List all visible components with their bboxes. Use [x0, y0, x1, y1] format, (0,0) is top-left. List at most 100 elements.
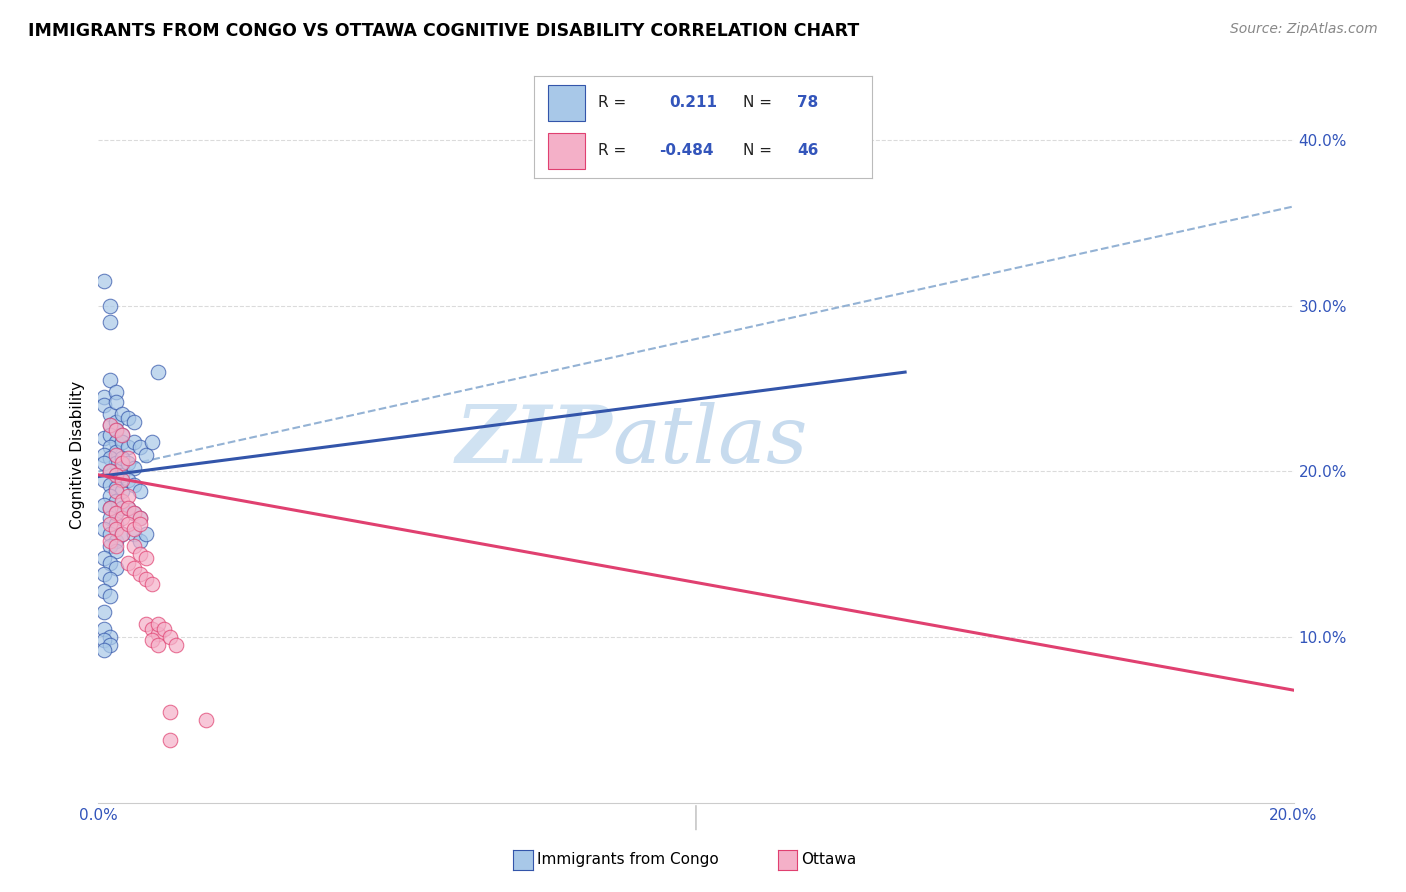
Point	[93, 567, 115, 582]
Point	[93, 390, 115, 404]
Point	[111, 434, 134, 449]
Point	[100, 418, 122, 433]
Point	[105, 506, 128, 520]
Point	[141, 633, 163, 648]
Point	[117, 451, 139, 466]
Point	[100, 500, 122, 515]
Point	[105, 456, 128, 470]
Text: R =: R =	[599, 95, 627, 110]
Point	[124, 477, 146, 491]
Point	[117, 500, 139, 515]
FancyBboxPatch shape	[548, 85, 585, 121]
Point	[100, 489, 122, 503]
Point	[129, 567, 152, 582]
Point	[111, 456, 134, 470]
Point	[105, 423, 128, 437]
Text: N =: N =	[744, 95, 772, 110]
Point	[100, 556, 122, 570]
Point	[129, 534, 152, 549]
Point	[105, 544, 128, 558]
Text: ZIP: ZIP	[456, 402, 613, 480]
Point	[105, 481, 128, 495]
Point	[129, 440, 152, 454]
Point	[111, 428, 134, 442]
Point	[111, 500, 134, 515]
Text: 0.211: 0.211	[669, 95, 717, 110]
Point	[100, 315, 122, 329]
Point	[93, 498, 115, 512]
Point	[117, 411, 139, 425]
Point	[93, 398, 115, 412]
Text: IMMIGRANTS FROM CONGO VS OTTAWA COGNITIVE DISABILITY CORRELATION CHART: IMMIGRANTS FROM CONGO VS OTTAWA COGNITIV…	[28, 22, 859, 40]
Point	[93, 633, 115, 648]
Point	[124, 523, 146, 537]
Point	[93, 448, 115, 462]
Point	[105, 395, 128, 409]
Point	[124, 506, 146, 520]
Point	[111, 494, 134, 508]
Point	[93, 431, 115, 445]
Point	[105, 539, 128, 553]
Point	[100, 534, 122, 549]
Point	[165, 639, 187, 653]
Point	[124, 461, 146, 475]
Point	[105, 484, 128, 499]
Point	[100, 465, 122, 479]
Point	[135, 550, 157, 565]
Point	[141, 434, 163, 449]
Point	[100, 589, 122, 603]
Point	[111, 428, 134, 442]
Point	[93, 523, 115, 537]
Point	[111, 467, 134, 482]
Point	[129, 511, 152, 525]
Y-axis label: Cognitive Disability: Cognitive Disability	[70, 381, 86, 529]
Point	[159, 732, 181, 747]
Point	[117, 500, 139, 515]
Point	[105, 467, 128, 482]
Point	[100, 407, 122, 421]
Point	[100, 299, 122, 313]
Point	[124, 527, 146, 541]
Point	[135, 448, 157, 462]
Point	[111, 461, 134, 475]
Text: 78: 78	[797, 95, 818, 110]
Point	[105, 534, 128, 549]
Point	[100, 465, 122, 479]
Point	[148, 365, 170, 379]
Point	[105, 473, 128, 487]
Point	[124, 539, 146, 553]
Point	[153, 622, 176, 636]
Text: atlas: atlas	[613, 402, 807, 480]
Point	[93, 583, 115, 598]
Point	[117, 473, 139, 487]
Point	[148, 627, 170, 641]
Point	[135, 616, 157, 631]
Point	[135, 527, 157, 541]
Point	[93, 622, 115, 636]
Point	[105, 523, 128, 537]
Point	[117, 440, 139, 454]
Point	[117, 456, 139, 470]
Point	[141, 577, 163, 591]
Point	[105, 415, 128, 429]
Point	[129, 484, 152, 499]
Point	[111, 527, 134, 541]
Point	[105, 506, 128, 520]
Point	[129, 517, 152, 532]
Point	[100, 630, 122, 644]
Point	[100, 418, 122, 433]
Point	[141, 622, 163, 636]
Text: N =: N =	[744, 144, 772, 158]
Point	[100, 539, 122, 553]
Point	[129, 511, 152, 525]
Point	[105, 444, 128, 458]
Point	[135, 572, 157, 586]
Point	[105, 517, 128, 532]
Point	[93, 473, 115, 487]
Point	[100, 527, 122, 541]
Point	[105, 467, 128, 482]
Point	[100, 500, 122, 515]
Point	[111, 484, 134, 499]
Point	[100, 440, 122, 454]
Point	[105, 434, 128, 449]
